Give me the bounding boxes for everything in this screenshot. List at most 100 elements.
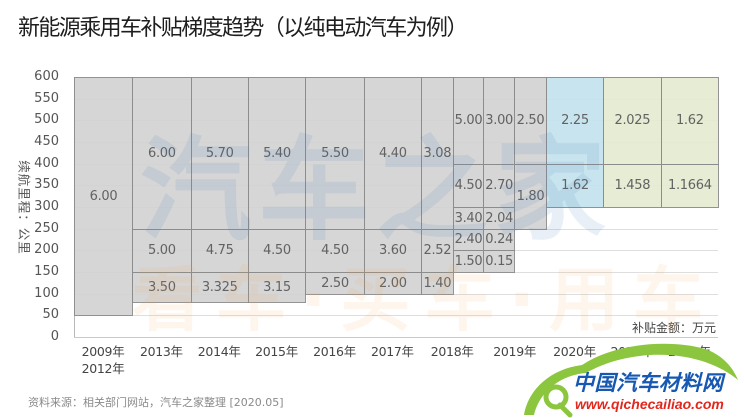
bar-segment: 5.00	[452, 77, 485, 165]
subsidy-value-label: 4.75	[205, 243, 234, 259]
chart-title: 新能源乘用车补贴梯度趋势（以纯电动汽车为例）	[18, 16, 468, 41]
subsidy-value-label: 1.62	[675, 113, 704, 129]
y-tick-label: 600	[34, 69, 59, 84]
subsidy-value-label: 1.458	[614, 178, 651, 194]
bar-segment: 4.50	[305, 228, 365, 273]
bar-segment: 1.458	[603, 163, 662, 208]
bar-segment: 3.08	[421, 77, 454, 230]
bar-segment: 4.50	[247, 228, 307, 273]
bar-segment: 5.70	[190, 77, 249, 230]
subsidy-value-label: 4.50	[263, 243, 291, 259]
bar-segment: 1.62	[546, 163, 604, 208]
bar-segment: 2.50	[305, 272, 365, 295]
subsidy-value-label: 4.50	[321, 243, 349, 259]
y-tick-label: 200	[34, 242, 59, 257]
x-tick-label: 2016年	[313, 344, 356, 359]
subsidy-value-label: 5.70	[205, 145, 234, 161]
subsidy-value-label: 2.25	[561, 113, 589, 129]
subsidy-value-label: 5.50	[321, 145, 349, 161]
site-logo: 中国汽车材料网 www.qichecailiao.com	[520, 335, 744, 418]
x-tick-label: 2018年	[430, 344, 474, 359]
bar-segment: 0.15	[483, 250, 515, 273]
subsidy-value-label: 5.40	[263, 145, 291, 161]
bar-segment: 2.52	[421, 228, 454, 273]
subsidy-value-label: 2.50	[321, 275, 349, 291]
y-tick-label: 100	[34, 286, 59, 301]
bar-segment: 3.40	[452, 207, 485, 230]
subsidy-value-label: 3.60	[378, 243, 407, 259]
subsidy-value-label: 1.40	[423, 275, 452, 291]
bar-segment: 1.62	[660, 77, 719, 165]
y-tick-label: 250	[34, 221, 59, 236]
bar-segment: 6.00	[74, 77, 133, 317]
bar-segment: 1.40	[421, 272, 454, 295]
subsidy-value-label: 3.08	[423, 145, 452, 161]
bar-segment: 5.00	[132, 228, 192, 273]
bar-segment: 1.80	[514, 163, 547, 230]
subsidy-value-label: 2.025	[614, 113, 651, 129]
x-tick-label: 2020年	[553, 344, 596, 359]
logo-swoosh-icon	[524, 343, 738, 418]
subsidy-value-label: 5.00	[454, 113, 483, 129]
bar-segment: 4.50	[452, 163, 485, 208]
subsidy-value-label: 1.80	[516, 189, 545, 205]
subsidy-value-label: 5.00	[147, 243, 176, 259]
bar-segment: 5.40	[247, 77, 307, 230]
bar-segment: 2.70	[483, 163, 515, 208]
bar-segment: 0.24	[483, 228, 515, 252]
source-footer: 资料来源：相关部门网站，汽车之家整理 [2020.05]	[28, 396, 284, 409]
bar-segment: 4.40	[363, 77, 422, 230]
y-tick-label: 0	[50, 329, 59, 344]
subsidy-value-label: 3.15	[263, 280, 291, 296]
subsidy-value-label: 3.00	[485, 113, 514, 129]
y-tick-label: 150	[34, 264, 59, 279]
subsidy-value-label: 3.325	[201, 280, 238, 296]
x-axis-line	[74, 337, 718, 338]
bar-segment: 4.75	[190, 228, 249, 273]
bar-segment: 3.325	[190, 272, 249, 304]
subsidy-value-label: 2.40	[454, 232, 483, 248]
y-axis-label: 续航里程：公里	[16, 160, 32, 255]
bar-segment: 2.04	[483, 207, 515, 230]
bar-segment: 3.60	[363, 228, 422, 273]
x-tick-label: 2014年	[197, 344, 241, 359]
bar-segment: 2.50	[514, 77, 547, 165]
subsidy-value-label: 1.62	[561, 178, 589, 194]
subsidy-value-label: 0.15	[485, 254, 514, 270]
bar-segment: 3.00	[483, 77, 515, 165]
subsidy-value-label: 2.50	[516, 113, 545, 129]
subsidy-value-label: 0.24	[485, 232, 514, 248]
subsidy-value-label: 6.00	[147, 145, 176, 161]
subsidy-value-label: 2.00	[378, 275, 407, 291]
bar-segment: 6.00	[132, 77, 192, 230]
subsidy-value-label: 1.50	[454, 254, 483, 270]
subsidy-value-label: 4.40	[378, 145, 407, 161]
y-tick-label: 300	[34, 199, 59, 214]
y-tick-label: 50	[42, 307, 59, 322]
subsidy-value-label: 2.52	[423, 243, 452, 259]
bar-segment: 2.40	[452, 228, 485, 252]
unit-note: 补贴金额：万元	[631, 321, 716, 335]
bar-segment: 2.025	[603, 77, 662, 165]
bar-segment: 1.1664	[660, 163, 719, 208]
subsidy-value-label: 4.50	[454, 178, 483, 194]
y-tick-label: 450	[34, 134, 59, 149]
subsidy-value-label: 2.70	[485, 178, 514, 194]
x-tick-label: 2017年	[370, 344, 414, 359]
bar-segment: 5.50	[305, 77, 365, 230]
logo-name: 中国汽车材料网	[573, 371, 724, 395]
gridline	[74, 315, 718, 316]
bar-segment: 2.25	[546, 77, 604, 165]
subsidy-value-label: 3.50	[147, 280, 176, 296]
bar-segment: 3.50	[132, 272, 192, 304]
logo-url: www.qichecailiao.com	[575, 396, 724, 412]
x-tick-label: 2009年 2012年	[81, 344, 125, 376]
y-tick-label: 550	[34, 91, 59, 106]
x-tick-label: 2019年	[493, 344, 537, 359]
subsidy-value-label: 1.1664	[667, 178, 712, 194]
x-tick-label: 2015年	[255, 344, 298, 359]
subsidy-value-label: 6.00	[89, 189, 118, 205]
y-tick-label: 500	[34, 112, 59, 127]
subsidy-value-label: 3.40	[454, 210, 483, 226]
